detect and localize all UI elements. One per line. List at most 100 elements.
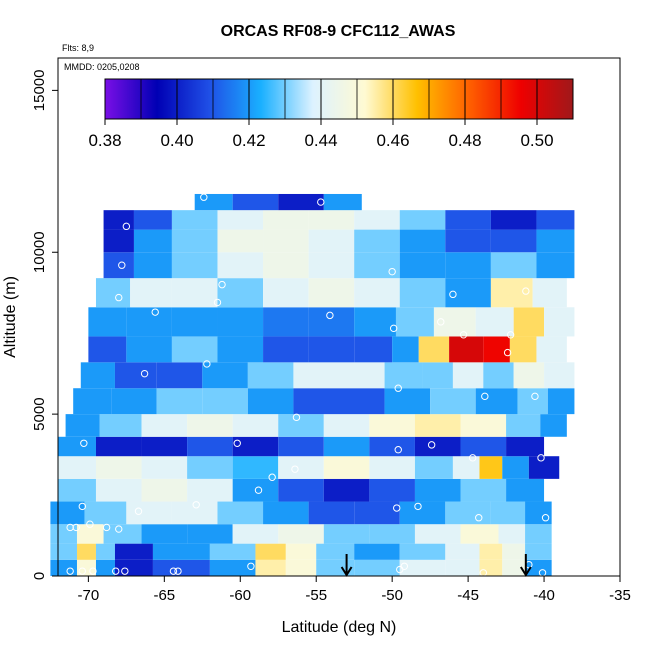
heatmap-cell: [502, 456, 529, 479]
y-axis: 0 5000 10000 15000: [31, 70, 58, 580]
heatmap-cell: [133, 252, 172, 279]
heatmap-cell: [323, 436, 370, 457]
heatmap-cell: [392, 336, 419, 363]
heatmap-cell: [95, 559, 115, 576]
sample-point: [89, 567, 97, 575]
heatmap-cell: [479, 559, 503, 576]
heatmap-cell: [141, 478, 188, 502]
colorbar-tick-label: 0.46: [376, 131, 409, 150]
heatmap-cell: [255, 543, 286, 560]
sample-point: [112, 567, 120, 575]
heatmap-cell: [399, 559, 446, 576]
heatmap-cell: [58, 456, 96, 479]
heatmap-cell: [399, 543, 446, 560]
heatmap-cell: [50, 501, 85, 525]
heatmap-cell: [316, 543, 355, 560]
heatmap-cell: [95, 478, 142, 502]
heatmap-cell: [323, 478, 370, 502]
heatmap-cell: [171, 501, 218, 525]
heatmap-cell: [414, 478, 461, 502]
heatmap-layer: [50, 193, 575, 576]
sample-point: [414, 502, 422, 511]
heatmap-cell: [217, 252, 264, 279]
heatmap-cell: [308, 278, 355, 308]
heatmap-cell: [479, 456, 503, 479]
heatmap-cell: [171, 229, 218, 253]
heatmap-cell: [475, 307, 514, 337]
sample-point: [169, 567, 178, 575]
heatmap-cell: [76, 559, 96, 576]
sample-point: [102, 523, 111, 532]
x-axis-label: Latitude (deg N): [282, 619, 397, 636]
heatmap-cell: [99, 414, 142, 437]
sample-point: [118, 261, 126, 269]
heatmap-cell: [540, 414, 567, 437]
sample-point: [192, 501, 200, 509]
heatmap-cell: [369, 436, 415, 457]
heatmap-cell: [73, 388, 112, 415]
heatmap-cell: [187, 456, 233, 479]
colorbar-tick-label: 0.38: [88, 131, 121, 150]
heatmap-cell: [194, 193, 233, 211]
sample-point: [174, 567, 182, 575]
heatmap-cell: [95, 278, 131, 308]
heatmap-cell: [490, 501, 526, 525]
heatmap-cell: [445, 559, 480, 576]
heatmap-cell: [217, 210, 264, 230]
heatmap-cell: [399, 501, 446, 525]
heatmap-cell: [217, 336, 264, 363]
y-tick-label: 5000: [31, 397, 48, 430]
colorbar-gradient: [104, 78, 574, 120]
heatmap-cell: [430, 388, 476, 415]
sample-point: [233, 439, 241, 447]
heatmap-cell: [152, 543, 210, 560]
sample-point: [475, 514, 483, 522]
heatmap-cell: [502, 559, 526, 576]
heatmap-cell: [323, 414, 370, 437]
heatmap-cell: [278, 414, 324, 437]
heatmap-cell: [460, 436, 507, 457]
sample-points: [66, 193, 550, 577]
sample-point: [506, 331, 515, 339]
heatmap-cell: [247, 362, 294, 389]
heatmap-cell: [369, 414, 415, 437]
heatmap-cell: [308, 336, 355, 363]
colorbar-tick-label: 0.40: [160, 131, 193, 150]
heatmap-cell: [354, 543, 400, 560]
heatmap-cell: [141, 436, 188, 457]
heatmap-cell: [513, 307, 545, 337]
heatmap-cell: [525, 543, 552, 560]
sample-point: [66, 567, 74, 575]
heatmap-cell: [323, 524, 370, 544]
heatmap-cell: [65, 414, 100, 437]
heatmap-cell: [171, 210, 218, 230]
heatmap-cell: [202, 362, 248, 389]
sample-point: [326, 311, 334, 320]
heatmap-cell: [187, 436, 233, 457]
heatmap-cell: [293, 388, 339, 415]
sample-point: [151, 308, 159, 316]
heatmap-cell: [384, 388, 431, 415]
heatmap-cell: [418, 336, 450, 363]
heatmap-cell: [232, 436, 279, 457]
heatmap-cell: [209, 543, 256, 560]
heatmap-cell: [354, 307, 396, 337]
sample-point: [388, 267, 396, 276]
heatmap-cell: [217, 501, 264, 525]
heatmap-cell: [76, 543, 96, 560]
heatmap-cell: [369, 524, 415, 544]
heatmap-cell: [278, 524, 324, 544]
heatmap-cell: [369, 478, 415, 502]
sample-point: [254, 486, 263, 494]
plot-frame: [57, 57, 621, 577]
sample-point: [247, 562, 255, 570]
heatmap-cell: [536, 210, 575, 230]
heatmap-cell: [544, 362, 575, 389]
heatmap-cell: [171, 278, 218, 308]
colorbar: 0.38 0.40 0.42 0.44 0.46 0.48 0.50: [88, 78, 574, 150]
sample-point: [140, 369, 149, 378]
heatmap-cell: [88, 307, 127, 337]
heatmap-cell: [263, 229, 309, 253]
heatmap-cell: [399, 252, 446, 279]
sample-point: [268, 473, 276, 481]
